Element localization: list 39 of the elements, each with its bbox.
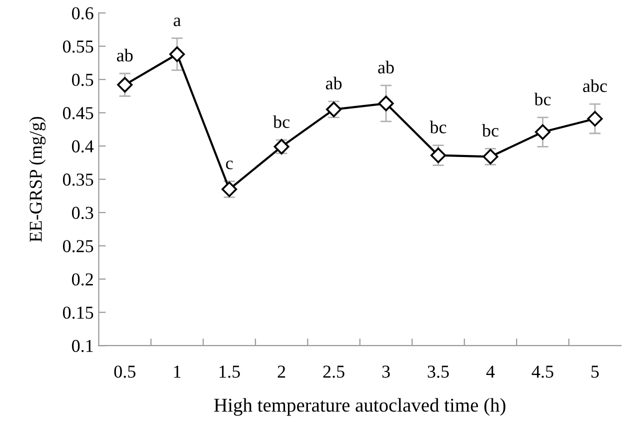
y-tick-label: 0.4 <box>72 140 94 153</box>
y-tick-label: 0.55 <box>62 40 94 53</box>
x-tick-label: 1 <box>174 366 181 378</box>
y-tick-label: 0.1 <box>72 340 93 352</box>
x-tick-label: 2 <box>278 366 286 378</box>
annotation: c <box>226 160 233 170</box>
x-tick-label: 3.5 <box>428 366 449 378</box>
point <box>117 77 133 93</box>
annotation: bc <box>534 92 551 106</box>
y-tick-label: 0.3 <box>72 206 94 220</box>
x-axis-title: High temperature autoclaved time (h) <box>214 398 506 416</box>
x-tick-label: 4 <box>486 366 495 378</box>
annotation: a <box>174 18 181 26</box>
annotation: bc <box>482 124 498 137</box>
x-tick-label: 2.5 <box>323 366 344 378</box>
annotation: bc <box>430 120 446 134</box>
y-tick-label: 0.45 <box>62 107 94 120</box>
point <box>169 46 185 62</box>
y-tick-label: 0.25 <box>62 240 94 252</box>
y-tick-label: 0.35 <box>62 174 94 186</box>
y-tick-label: 0.6 <box>72 7 94 20</box>
y-axis-title: EE-GRSP (mg/g) <box>29 116 46 242</box>
y-tick-label: 0.2 <box>72 273 93 286</box>
x-tick-label: 5 <box>591 366 599 378</box>
x-tick-label: 1.5 <box>220 366 240 378</box>
annotation: ab <box>326 76 342 90</box>
x-tick-label: 4.5 <box>532 366 554 378</box>
annotation: abc <box>583 79 607 92</box>
point <box>378 96 394 112</box>
annotation: ab <box>116 48 133 62</box>
x-tick-label: 0.5 <box>114 366 136 378</box>
y-tick-label: 0.15 <box>62 306 94 319</box>
point <box>587 110 603 127</box>
point <box>534 124 551 140</box>
annotation: bc <box>273 115 290 128</box>
annotation: ab <box>378 60 394 74</box>
y-tick-label: 0.5 <box>72 74 94 86</box>
point <box>430 148 446 164</box>
x-tick-label: 3 <box>382 366 390 378</box>
